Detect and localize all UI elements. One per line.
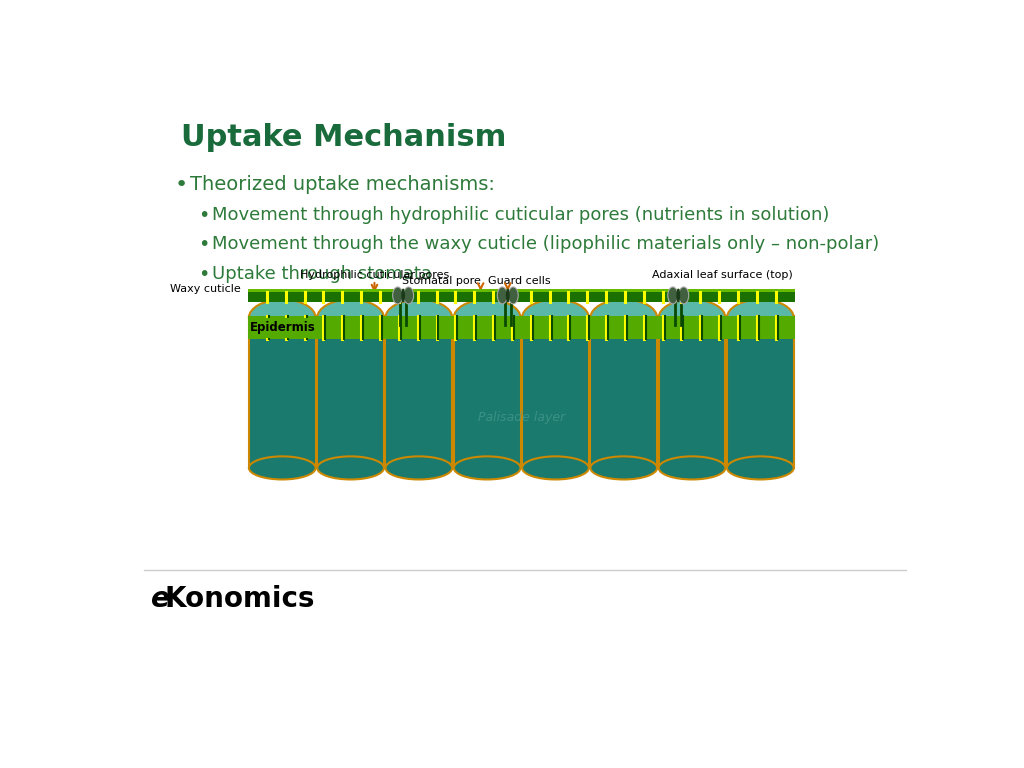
Ellipse shape bbox=[676, 289, 680, 303]
Text: Hydrophilic cuticular pores: Hydrophilic cuticular pores bbox=[300, 270, 450, 280]
Ellipse shape bbox=[522, 456, 589, 479]
Ellipse shape bbox=[249, 300, 315, 336]
Bar bbox=[248, 316, 795, 339]
Text: Konomics: Konomics bbox=[165, 584, 315, 613]
Ellipse shape bbox=[591, 300, 657, 336]
Bar bbox=[591, 316, 657, 468]
Bar bbox=[248, 289, 795, 303]
Bar bbox=[522, 316, 589, 468]
Ellipse shape bbox=[498, 287, 507, 304]
Ellipse shape bbox=[454, 300, 520, 336]
Ellipse shape bbox=[401, 289, 406, 303]
Bar bbox=[658, 316, 725, 468]
Text: Movement through hydrophilic cuticular pores (nutrients in solution): Movement through hydrophilic cuticular p… bbox=[212, 206, 829, 224]
Ellipse shape bbox=[727, 456, 794, 479]
Ellipse shape bbox=[506, 289, 510, 303]
Bar bbox=[727, 316, 794, 468]
Text: Waxy cuticle: Waxy cuticle bbox=[170, 284, 241, 294]
Ellipse shape bbox=[249, 456, 315, 479]
Text: •: • bbox=[174, 175, 187, 195]
Ellipse shape bbox=[658, 300, 725, 336]
Text: Movement through the waxy cuticle (lipophilic materials only – non-polar): Movement through the waxy cuticle (lipop… bbox=[212, 235, 879, 253]
Text: Uptake through stomata: Uptake through stomata bbox=[212, 265, 432, 283]
Text: Guard cells: Guard cells bbox=[488, 276, 551, 286]
Bar bbox=[249, 316, 315, 468]
Text: e: e bbox=[152, 584, 170, 613]
FancyBboxPatch shape bbox=[248, 318, 317, 338]
Text: Palisade layer: Palisade layer bbox=[477, 411, 565, 424]
Ellipse shape bbox=[454, 456, 520, 479]
Text: Adaxial leaf surface (top): Adaxial leaf surface (top) bbox=[652, 270, 793, 280]
Ellipse shape bbox=[317, 456, 384, 479]
Bar bbox=[454, 316, 520, 468]
Ellipse shape bbox=[727, 300, 794, 336]
Bar bbox=[385, 316, 453, 468]
Ellipse shape bbox=[385, 456, 453, 479]
Bar bbox=[317, 316, 384, 468]
Text: •: • bbox=[198, 235, 209, 254]
Ellipse shape bbox=[403, 287, 414, 304]
Ellipse shape bbox=[658, 456, 725, 479]
Text: Uptake Mechanism: Uptake Mechanism bbox=[180, 123, 506, 152]
Ellipse shape bbox=[392, 287, 402, 304]
Text: Theorized uptake mechanisms:: Theorized uptake mechanisms: bbox=[190, 175, 495, 194]
Text: •: • bbox=[198, 265, 209, 283]
Bar bbox=[248, 289, 795, 293]
Ellipse shape bbox=[522, 300, 589, 336]
Text: Epidermis: Epidermis bbox=[250, 321, 315, 334]
Ellipse shape bbox=[591, 456, 657, 479]
Ellipse shape bbox=[508, 287, 518, 304]
Ellipse shape bbox=[668, 287, 678, 304]
Ellipse shape bbox=[679, 287, 689, 304]
Text: •: • bbox=[198, 206, 209, 225]
Text: Stomatal pore: Stomatal pore bbox=[401, 276, 480, 286]
Ellipse shape bbox=[385, 300, 453, 336]
Ellipse shape bbox=[317, 300, 384, 336]
